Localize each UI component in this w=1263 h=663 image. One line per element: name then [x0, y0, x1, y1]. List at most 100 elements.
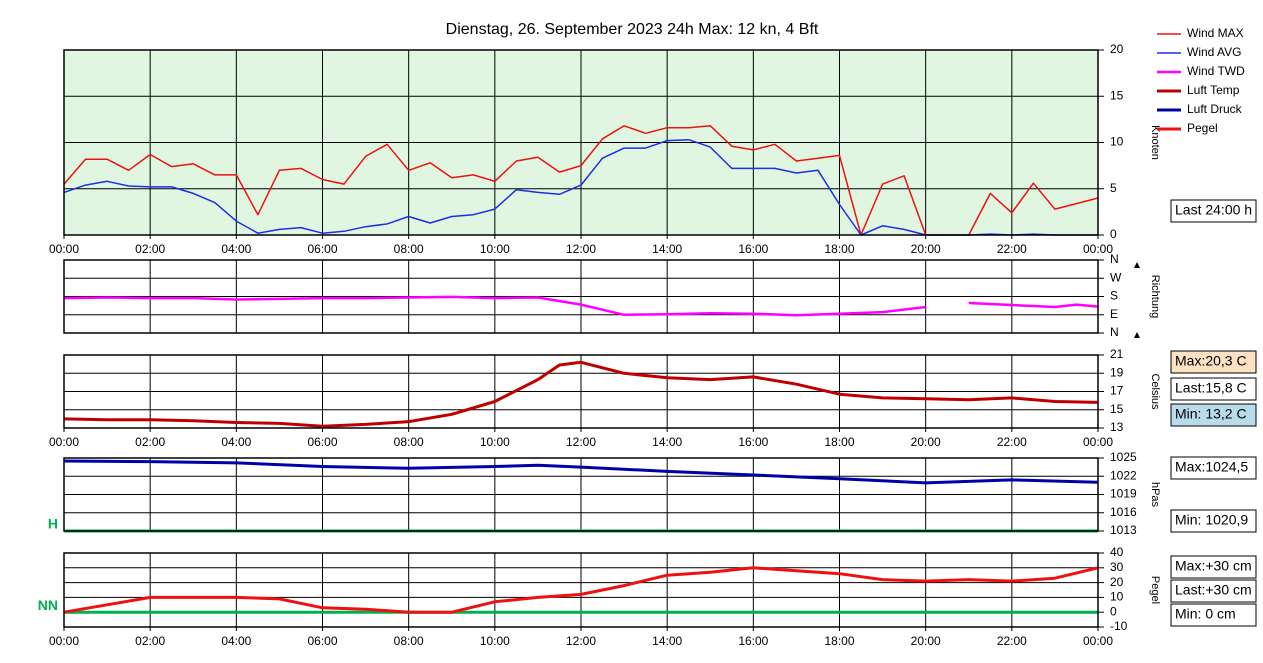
- info-box: [1170, 377, 1257, 401]
- y-tick-label: 15: [1110, 402, 1124, 416]
- x-tick-label: 20:00: [911, 242, 941, 256]
- legend-label: Luft Druck: [1187, 102, 1243, 116]
- series-line: [63, 295, 1099, 317]
- x-tick-label: 14:00: [652, 242, 682, 256]
- x-tick-label: 00:00: [49, 242, 79, 256]
- series-line: [63, 566, 1099, 614]
- x-tick-label: 16:00: [738, 435, 768, 449]
- y-axis-label: Richtung: [1149, 275, 1161, 318]
- x-tick-label: 06:00: [307, 242, 337, 256]
- marker: [1134, 332, 1140, 338]
- y-tick-label: 1019: [1110, 487, 1137, 501]
- x-tick-label: 04:00: [221, 634, 251, 648]
- info-text: Min: 0 cm: [1175, 606, 1236, 622]
- y-tick-label: 40: [1110, 545, 1124, 559]
- x-tick-label: 00:00: [49, 435, 79, 449]
- x-tick-label: 06:00: [307, 435, 337, 449]
- marker: [1134, 262, 1140, 268]
- x-tick-label: 14:00: [652, 435, 682, 449]
- plot-frame: [63, 259, 1099, 334]
- x-tick-label: 12:00: [566, 435, 596, 449]
- legend-label: Wind AVG: [1187, 45, 1241, 59]
- y-tick-label: 13: [1110, 420, 1124, 434]
- y-tick-label: 20: [1110, 575, 1124, 589]
- y-tick-label: 5: [1110, 181, 1117, 195]
- plot-frame: [63, 552, 1099, 628]
- info-text: Max:20,3 C: [1175, 353, 1247, 369]
- x-tick-label: 04:00: [221, 242, 251, 256]
- y-tick-label: S: [1110, 289, 1118, 303]
- y-tick-label: 19: [1110, 365, 1124, 379]
- y-tick-label: 20: [1110, 42, 1124, 56]
- x-tick-label: 22:00: [997, 242, 1027, 256]
- y-tick-label: N: [1110, 252, 1119, 266]
- y-tick-label: 0: [1110, 604, 1117, 618]
- info-text: Last:+30 cm: [1175, 582, 1252, 598]
- y-axis-label: hPas: [1149, 482, 1161, 508]
- info-box: [1170, 603, 1257, 627]
- info-box: [1170, 403, 1257, 427]
- x-tick-label: 00:00: [1083, 242, 1113, 256]
- legend-label: Wind TWD: [1187, 64, 1245, 78]
- info-text: Max:1024,5: [1175, 459, 1248, 475]
- y-tick-label: 30: [1110, 560, 1124, 574]
- x-tick-label: 00:00: [1083, 634, 1113, 648]
- y-axis-label: Pegel: [1149, 576, 1161, 604]
- x-tick-label: 20:00: [911, 435, 941, 449]
- x-tick-label: 08:00: [394, 634, 424, 648]
- info-box: [1170, 199, 1257, 223]
- y-tick-label: E: [1110, 307, 1118, 321]
- y-axis-label: Celsius: [1149, 373, 1161, 410]
- info-text: Max:+30 cm: [1175, 558, 1252, 574]
- info-box: [1170, 579, 1257, 603]
- legend-label: Luft Temp: [1187, 83, 1240, 97]
- info-box: [1170, 555, 1257, 579]
- x-tick-label: 18:00: [824, 242, 854, 256]
- series-line: [63, 459, 1099, 485]
- x-tick-label: 10:00: [480, 634, 510, 648]
- info-box: [1170, 509, 1257, 533]
- series-line: [63, 360, 1099, 428]
- y-tick-label: N: [1110, 325, 1119, 339]
- y-tick-label: -10: [1110, 619, 1128, 633]
- info-box: [1170, 350, 1257, 374]
- info-text: Min: 1020,9: [1175, 512, 1248, 528]
- info-text: Last 24:00 h: [1175, 202, 1252, 218]
- y-tick-label: 1025: [1110, 450, 1137, 464]
- x-tick-label: 06:00: [307, 634, 337, 648]
- x-tick-label: 22:00: [997, 634, 1027, 648]
- reference-label: NN: [38, 597, 58, 613]
- x-tick-label: 12:00: [566, 242, 596, 256]
- x-tick-label: 00:00: [49, 634, 79, 648]
- info-text: Last:15,8 C: [1175, 380, 1247, 396]
- plot-frame: [63, 49, 1099, 236]
- y-tick-label: 1022: [1110, 468, 1137, 482]
- x-tick-label: 18:00: [824, 435, 854, 449]
- y-tick-label: 10: [1110, 590, 1124, 604]
- x-tick-label: 16:00: [738, 634, 768, 648]
- y-tick-label: 21: [1110, 347, 1124, 361]
- y-tick-label: 0: [1110, 227, 1117, 241]
- y-tick-label: W: [1110, 270, 1122, 284]
- y-axis-label: Knoten: [1149, 125, 1161, 160]
- reference-label: H: [48, 516, 58, 532]
- y-tick-label: 1016: [1110, 505, 1137, 519]
- x-tick-label: 08:00: [394, 242, 424, 256]
- x-tick-label: 18:00: [824, 634, 854, 648]
- x-tick-label: 02:00: [135, 435, 165, 449]
- legend-label: Wind MAX: [1187, 26, 1244, 40]
- x-tick-label: 20:00: [911, 634, 941, 648]
- x-tick-label: 00:00: [1083, 435, 1113, 449]
- x-tick-label: 12:00: [566, 634, 596, 648]
- legend-label: Pegel: [1187, 121, 1218, 135]
- plot-frame: [63, 457, 1099, 532]
- y-tick-label: 10: [1110, 135, 1124, 149]
- plot-frame: [63, 354, 1099, 429]
- x-tick-label: 16:00: [738, 242, 768, 256]
- x-tick-label: 02:00: [135, 634, 165, 648]
- x-tick-label: 08:00: [394, 435, 424, 449]
- info-box: [1170, 456, 1257, 480]
- y-tick-label: 1013: [1110, 523, 1137, 537]
- chart-title: Dienstag, 26. September 2023 24h Max: 12…: [446, 21, 819, 38]
